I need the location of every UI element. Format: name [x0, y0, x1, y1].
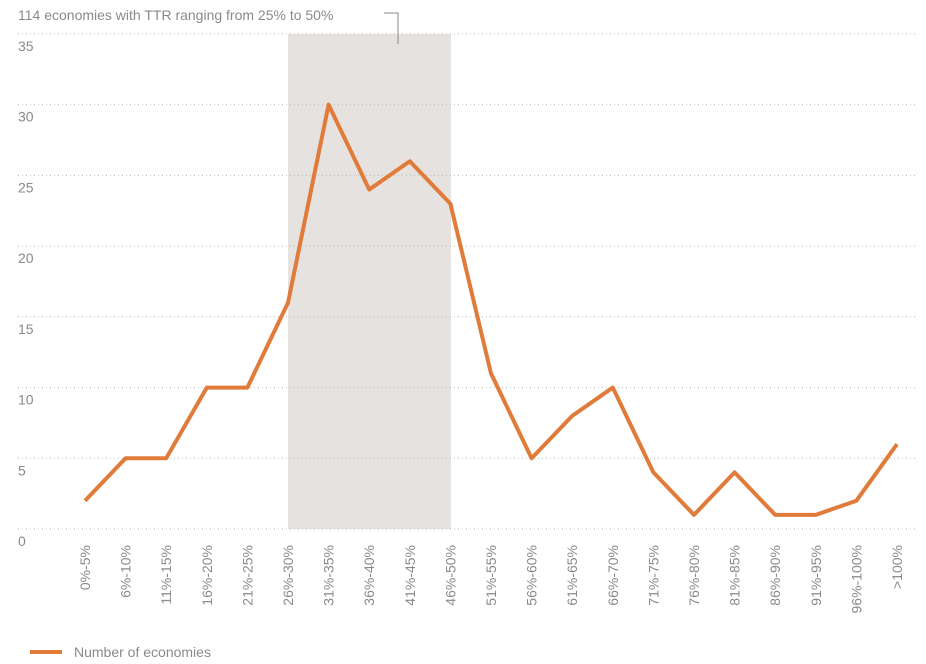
x-tick-label: 21%-25%	[239, 545, 255, 606]
x-tick-label: 41%-45%	[402, 545, 418, 606]
y-tick-label: 15	[18, 321, 34, 337]
y-tick-label: 0	[18, 533, 26, 549]
y-tick-label: 20	[18, 250, 34, 266]
x-tick-label: 91%-95%	[808, 545, 824, 606]
series-line	[83, 102, 899, 517]
x-tick-label: 71%-75%	[645, 545, 661, 606]
x-tick-label: 11%-15%	[158, 545, 174, 605]
x-tick-label: 46%-50%	[442, 545, 458, 606]
x-tick-label: 61%-65%	[564, 545, 580, 606]
x-tick-label: 31%-35%	[321, 545, 337, 606]
x-tick-label: >100%	[889, 545, 905, 589]
x-tick-label: 66%-70%	[605, 545, 621, 606]
y-tick-label: 10	[18, 392, 34, 408]
y-tick-label: 30	[18, 109, 34, 125]
x-tick-label: 81%-85%	[727, 545, 743, 606]
x-tick-label: 86%-90%	[767, 545, 783, 606]
legend-label: Number of economies	[74, 644, 211, 660]
y-tick-label: 25	[18, 179, 34, 195]
x-tick-label: 16%-20%	[199, 545, 215, 606]
x-tick-label: 26%-30%	[280, 545, 296, 606]
x-tick-label: 76%-80%	[686, 545, 702, 606]
highlight-band	[288, 34, 451, 529]
x-tick-label: 0%-5%	[77, 545, 93, 590]
x-tick-label: 96%-100%	[848, 545, 864, 614]
x-tick-label: 56%-60%	[524, 545, 540, 606]
x-tick-label: 36%-40%	[361, 545, 377, 606]
y-tick-label: 35	[18, 38, 34, 54]
y-tick-label: 5	[18, 462, 26, 478]
x-tick-label: 6%-10%	[118, 545, 134, 598]
x-tick-label: 51%-55%	[483, 545, 499, 606]
annotation: 114 economies with TTR ranging from 25% …	[18, 7, 333, 23]
